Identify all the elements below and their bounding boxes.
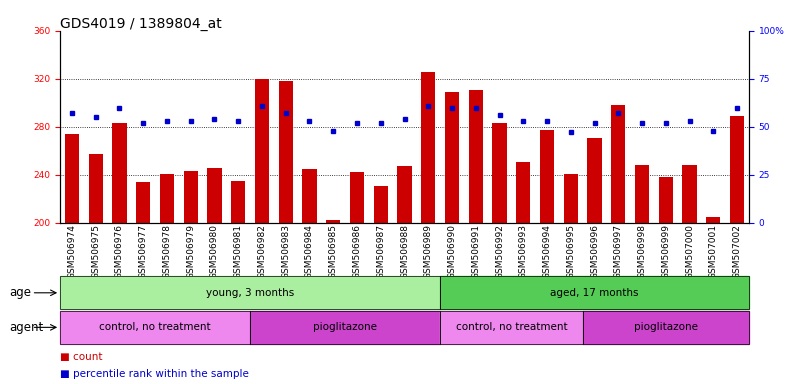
Bar <box>469 89 483 223</box>
Bar <box>587 137 602 223</box>
Text: control, no treatment: control, no treatment <box>99 322 211 333</box>
Bar <box>635 165 649 223</box>
Bar <box>440 276 749 309</box>
Bar <box>326 220 340 223</box>
Text: GDS4019 / 1389804_at: GDS4019 / 1389804_at <box>60 17 222 31</box>
Bar <box>397 166 412 223</box>
Bar <box>658 177 673 223</box>
Bar <box>231 181 245 223</box>
Bar <box>582 311 749 344</box>
Bar <box>350 172 364 223</box>
Bar <box>89 154 103 223</box>
Bar <box>250 311 440 344</box>
Bar <box>65 134 79 223</box>
Bar <box>493 123 507 223</box>
Bar <box>60 311 250 344</box>
Bar <box>112 123 127 223</box>
Bar <box>160 174 174 223</box>
Bar <box>440 311 582 344</box>
Bar <box>421 71 436 223</box>
Bar <box>279 81 293 223</box>
Text: aged, 17 months: aged, 17 months <box>550 288 638 298</box>
Bar <box>207 167 222 223</box>
Bar <box>440 311 582 344</box>
Text: pioglitazone: pioglitazone <box>634 322 698 333</box>
Bar <box>440 276 749 309</box>
Bar <box>564 174 578 223</box>
Bar <box>255 79 269 223</box>
Text: young, 3 months: young, 3 months <box>206 288 294 298</box>
Bar <box>516 162 530 223</box>
Bar <box>445 92 459 223</box>
Text: agent: agent <box>10 321 44 334</box>
Text: age: age <box>10 286 31 299</box>
Bar <box>60 276 440 309</box>
Text: ■ percentile rank within the sample: ■ percentile rank within the sample <box>60 369 249 379</box>
Bar <box>136 182 151 223</box>
Bar <box>730 116 744 223</box>
Bar <box>582 311 749 344</box>
Bar <box>373 185 388 223</box>
Bar <box>60 276 440 309</box>
Bar <box>611 105 626 223</box>
Bar <box>60 311 250 344</box>
Bar <box>250 311 440 344</box>
Text: control, no treatment: control, no treatment <box>456 322 567 333</box>
Bar <box>302 169 316 223</box>
Bar <box>706 217 720 223</box>
Bar <box>183 171 198 223</box>
Bar <box>682 165 697 223</box>
Text: ■ count: ■ count <box>60 352 103 362</box>
Bar <box>540 130 554 223</box>
Text: pioglitazone: pioglitazone <box>313 322 377 333</box>
